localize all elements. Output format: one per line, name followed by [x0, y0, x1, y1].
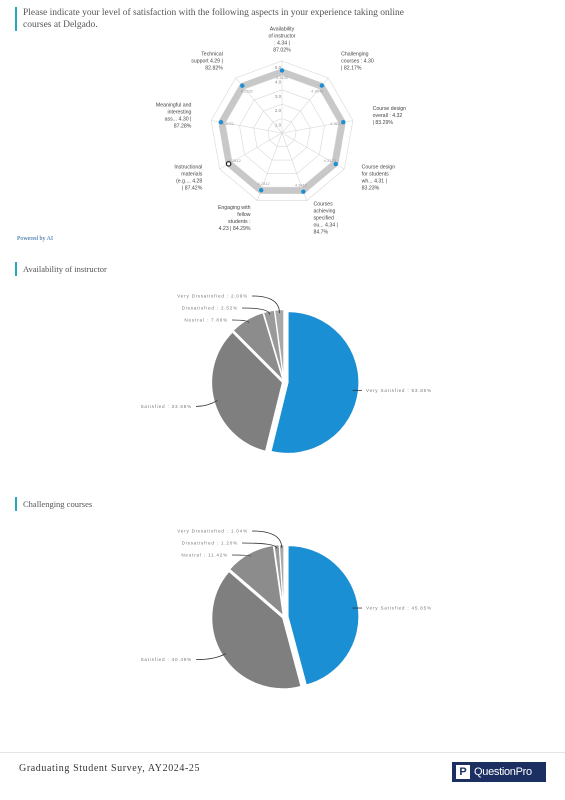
radar-point [319, 83, 325, 88]
radar-point [218, 120, 224, 125]
radar-value-label: 4.3432 [276, 75, 289, 80]
radar-spoke [281, 120, 353, 134]
radar-scale-tick: 1.0 [275, 123, 282, 128]
radar-spoke [281, 132, 307, 201]
radar-axis-label: Engaging with fellow students :4.23 | 84.2… [218, 205, 251, 232]
radar-point [341, 119, 346, 125]
footer-divider [0, 752, 565, 753]
pie-chart-availability: Very Satisfied : 53.85% Satisfied : 33.68… [141, 294, 432, 455]
radar-axis-label: Meaningful and interesting ass... 4.30 | 87… [156, 103, 192, 130]
pie-slice-label: Dissatisfied : 1.20% [182, 541, 238, 546]
radar-axis-label: Instructional materials (e.g.... 4.28 | 87.… [174, 165, 202, 192]
pie-slice-label: Neutral : 7.86% [184, 318, 228, 323]
pie-slice-label: Neutral : 11.42% [181, 553, 228, 558]
radar-value-label: 4.3021 [222, 121, 235, 126]
radar-grid-ring [210, 60, 354, 201]
pie-2-header: Challenging courses [15, 497, 92, 511]
radar-axis-label: Challenging courses : 4.30 | 82.17% [341, 52, 374, 72]
pie-leader-line [231, 554, 252, 557]
radar-axis-label: Courses achieving specified ou... 4.34 | 84.… [313, 201, 337, 235]
radar-scale-tick: 5.0 [275, 65, 282, 70]
pie-slice-label: Very Satisfied : 53.85% [366, 388, 432, 393]
pie-slice [287, 544, 360, 686]
radar-grid-ring [267, 118, 297, 147]
radar-point [225, 161, 232, 167]
pie-slice [210, 331, 284, 453]
radar-value-label: 4.2932 [241, 89, 254, 94]
footer-title: Graduating Student Survey, AY2024-25 [19, 763, 201, 774]
radar-point [301, 189, 306, 194]
logo-text: QuestionPro [474, 766, 532, 778]
pie-leader-line [231, 319, 250, 323]
pie-1-header: Availability of instructor [15, 262, 107, 276]
pie-leader-line [241, 307, 270, 315]
radar-grid-ring [253, 103, 311, 161]
radar-value-label: 4.2312 [257, 181, 270, 186]
radar-value-label: 4.2812 [229, 158, 242, 163]
pie-slice-label: Very Dissatisfied : 2.09% [177, 294, 248, 299]
radar-axis-label: Course design for students wh... 4.31 | 83.… [362, 165, 396, 192]
logo-mark-icon: P [456, 765, 470, 779]
pie-leader-line [195, 653, 226, 661]
pie-leader-line [251, 530, 283, 549]
pie-leader-line [241, 542, 278, 549]
pie-slice-label: Dissatisfied : 2.52% [182, 306, 238, 311]
pie-slice-label: Very Satisfied : 45.85% [366, 606, 432, 611]
radar-axis-label: Availability of instructor: 4.34 | 87.02% [268, 27, 295, 54]
pie-leader-line [251, 295, 280, 314]
radar-axis-label: Course design overall : 4.32 | 83.29% [373, 106, 407, 126]
pie-2-title: Challenging courses [23, 499, 93, 509]
radar-chart: 5.0 4.0 3.0 2.0 1.0 4.3432 Availability of inst… [156, 27, 407, 236]
pie-slice-label: Satisfied : 33.68% [141, 404, 192, 409]
question-text: Please indicate your level of satisfacti… [23, 8, 404, 30]
radar-value-label: 4.3042 [311, 88, 324, 93]
radar-value-label: 4.3123 [324, 158, 337, 163]
pie-chart-challenging: Very Satisfied : 45.85% Satisfied : 40.49… [141, 529, 432, 690]
radar-value-label: 4.3221 [330, 121, 343, 126]
radar-scale-tick: 3.0 [275, 94, 282, 99]
pie-1-title: Availability of instructor [23, 264, 107, 274]
question-header: Please indicate your level of satisfacti… [15, 7, 423, 31]
radar-scale-tick: 4.0 [275, 79, 282, 84]
pie-slice-label: Satisfied : 40.49% [141, 657, 192, 662]
pie-slice [270, 310, 360, 455]
pie-slice-label: Very Dissatisfied : 1.04% [177, 529, 248, 534]
radar-point [240, 83, 245, 88]
radar-grid-ring [224, 75, 340, 188]
radar-scale-tick: 2.0 [275, 108, 282, 113]
radar-axis-label: Technical support 4.29 | 82.82% [191, 52, 223, 72]
radar-point [258, 188, 264, 193]
radar-grid-ring [239, 89, 325, 174]
powered-by-label: Powered by AI [17, 236, 53, 242]
radar-point [279, 68, 285, 73]
radar-point [333, 161, 338, 167]
questionpro-logo: P QuestionPro [452, 762, 546, 782]
pie-leader-line [195, 400, 218, 407]
radar-value-label: 4.3412 [295, 183, 308, 188]
